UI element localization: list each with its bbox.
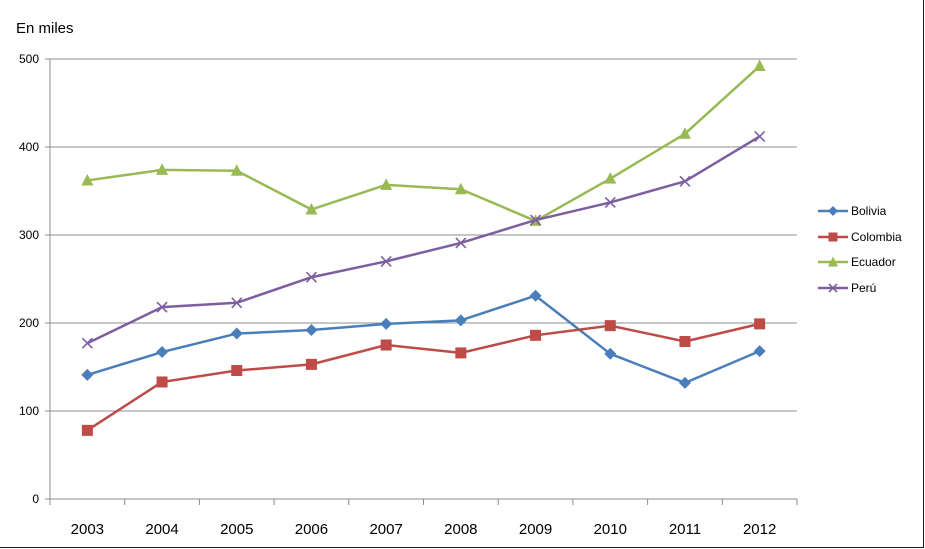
point-ecuador-2005 [230, 164, 243, 176]
point-colombia-2004 [156, 376, 168, 388]
x-tick-label-2008: 2008 [444, 521, 477, 538]
point-peru-2008 [455, 237, 467, 249]
x-tick-label-2012: 2012 [743, 521, 776, 538]
legend-swatch-colombia [818, 232, 848, 242]
point-ecuador-2012 [753, 59, 766, 72]
series-line-bolivia [86, 294, 761, 385]
x-tick-label-2004: 2004 [145, 521, 178, 538]
x-tick-label-2003: 2003 [71, 521, 104, 538]
point-ecuador-2004 [156, 163, 169, 175]
point-bolivia-2010 [604, 347, 617, 360]
x-tick-label-2011: 2011 [669, 521, 701, 538]
point-bolivia-2012 [753, 345, 766, 358]
series-line-peru [86, 135, 761, 345]
point-bolivia-2004 [156, 346, 169, 359]
point-peru-2007 [380, 255, 392, 267]
series-line-colombia [86, 322, 760, 432]
point-bolivia-2009 [529, 289, 542, 302]
point-bolivia-2006 [305, 324, 318, 337]
y-tick-label-100: 100 [19, 404, 39, 418]
point-ecuador-2006 [305, 202, 318, 215]
point-colombia-2007 [380, 339, 392, 351]
point-bolivia-2008 [454, 314, 467, 327]
point-bolivia-2003 [81, 368, 94, 381]
point-colombia-2003 [81, 424, 93, 436]
point-colombia-2005 [231, 365, 243, 377]
point-bolivia-2005 [230, 327, 243, 340]
y-axis-unit-label: En miles [16, 20, 74, 37]
legend-swatch-bolivia [818, 205, 848, 216]
legend-swatch-ecuador [818, 256, 848, 267]
point-colombia-2008 [455, 347, 467, 359]
legend-item-colombia: Colombia [818, 224, 902, 250]
legend-swatch-peru [818, 283, 848, 293]
point-ecuador-2008 [454, 182, 467, 195]
legend-item-peru: Perú [818, 275, 902, 301]
point-bolivia-2011 [678, 376, 691, 389]
legend-item-bolivia: Bolivia [818, 198, 902, 224]
point-colombia-2006 [305, 358, 317, 370]
legend-label-bolivia: Bolivia [851, 203, 887, 218]
point-ecuador-2010 [604, 172, 617, 184]
y-tick-label-0: 0 [32, 492, 39, 506]
point-peru-2005 [231, 297, 243, 309]
point-ecuador-2007 [380, 178, 393, 190]
point-colombia-2011 [679, 335, 691, 347]
point-peru-2006 [305, 271, 318, 283]
x-tick-label-2005: 2005 [220, 521, 253, 538]
point-peru-2003 [81, 337, 93, 349]
point-peru-2011 [679, 175, 691, 187]
point-peru-2010 [604, 196, 616, 209]
point-bolivia-2007 [380, 317, 393, 330]
series-line-ecuador [87, 65, 761, 223]
x-tick-label-2006: 2006 [295, 521, 328, 538]
point-ecuador-2011 [678, 127, 691, 139]
point-peru-2009 [529, 214, 542, 226]
x-tick-label-2010: 2010 [594, 521, 627, 538]
point-colombia-2012 [754, 318, 766, 330]
legend: Bolivia Colombia Ecuador Perú [818, 198, 902, 301]
point-peru-2012 [754, 130, 766, 143]
legend-label-colombia: Colombia [851, 229, 902, 244]
legend-label-ecuador: Ecuador [851, 255, 896, 270]
y-tick-label-500: 500 [19, 52, 39, 66]
y-tick-label-300: 300 [19, 228, 39, 242]
x-tick-label-2009: 2009 [519, 521, 552, 538]
legend-label-peru: Perú [851, 280, 877, 295]
x-tick-label-2007: 2007 [369, 521, 402, 538]
y-tick-label-400: 400 [19, 140, 39, 154]
point-colombia-2010 [604, 320, 616, 332]
legend-item-ecuador: Ecuador [818, 249, 902, 275]
point-colombia-2009 [530, 329, 542, 341]
y-tick-label-200: 200 [19, 316, 39, 330]
point-peru-2004 [156, 301, 168, 313]
point-ecuador-2003 [81, 173, 94, 186]
